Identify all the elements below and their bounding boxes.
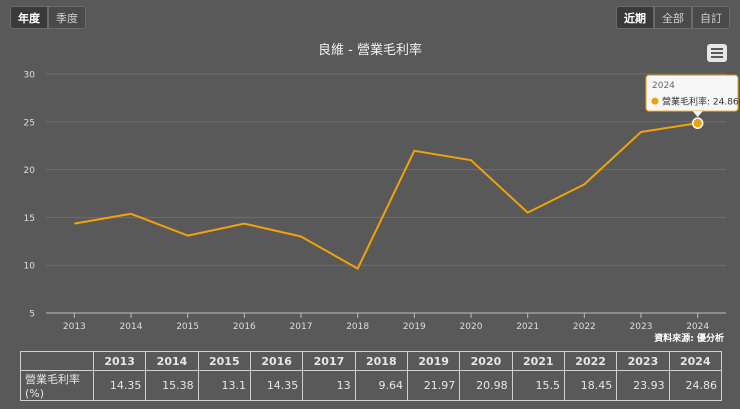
data-point[interactable]: [298, 234, 304, 240]
annual-button[interactable]: 年度: [10, 6, 48, 29]
table-cell: 13.1: [197, 370, 251, 401]
table-header-cell: 2015: [197, 351, 251, 371]
x-tick-label: 2024: [686, 322, 709, 332]
table-header-cell: 2018: [354, 351, 408, 371]
table-cell: 20.98: [459, 370, 513, 401]
source-label: 資料來源: 優分析: [654, 332, 724, 344]
table-header-cell: 2017: [302, 351, 356, 371]
table-cell: 18.45: [563, 370, 618, 401]
table-header-cell: 2016: [249, 351, 304, 371]
period-toggle: 年度 季度: [10, 6, 86, 29]
x-tick-label: 2018: [346, 322, 369, 332]
table-corner-cell: [20, 351, 94, 371]
table-header-cell: 2014: [145, 351, 199, 371]
data-point[interactable]: [185, 233, 191, 239]
table-cell: 14.35: [249, 370, 304, 401]
data-point[interactable]: [525, 210, 531, 216]
tooltip-box: [645, 74, 739, 112]
y-tick-label: 20: [24, 166, 36, 176]
data-point[interactable]: [241, 221, 247, 227]
x-tick-label: 2014: [120, 322, 143, 332]
y-tick-label: 25: [24, 118, 35, 128]
table-row: 營業毛利率(%) 14.35 15.38 13.1 14.35 13 9.64 21.97 2…: [20, 370, 723, 401]
x-tick-label: 2016: [233, 322, 256, 332]
table-header-cell: 2024: [668, 351, 723, 371]
data-table: 2013 2014 2015 2016 2017 2018 2019 2020 2021 2022…: [20, 351, 723, 401]
hamburger-menu-icon[interactable]: [707, 44, 727, 62]
tooltip-pointer: [692, 111, 703, 118]
data-point[interactable]: [411, 148, 417, 154]
table-header-cell: 2022: [563, 351, 618, 371]
x-tick-label: 2015: [176, 322, 199, 332]
tooltip-title: 2024: [652, 81, 675, 91]
x-tick-label: 2023: [630, 322, 653, 332]
x-tick-label: 2022: [573, 322, 596, 332]
y-tick-label: 5: [29, 310, 35, 320]
line-chart: 良維 - 營業毛利率 5 10 15 20 25 30 2013 2014 2015 2016 20…: [24, 42, 740, 344]
x-tick-label: 2013: [63, 322, 86, 332]
table-header-cell: 2020: [459, 351, 513, 371]
quarterly-button[interactable]: 季度: [48, 6, 86, 29]
table-cell: 9.64: [354, 370, 408, 401]
all-button[interactable]: 全部: [654, 6, 692, 29]
x-tick-label: 2020: [460, 322, 483, 332]
table-cell: 15.5: [511, 370, 565, 401]
table-cell: 13: [302, 370, 356, 401]
data-point[interactable]: [581, 181, 587, 187]
custom-button[interactable]: 自訂: [692, 6, 730, 29]
data-point[interactable]: [355, 266, 361, 272]
x-tick-label: 2019: [403, 322, 426, 332]
x-tick-label: 2017: [290, 322, 313, 332]
table-cell: 21.97: [406, 370, 461, 401]
chart-title: 良維 - 營業毛利率: [318, 42, 422, 58]
tooltip-value: 營業毛利率: 24.86(%): [662, 96, 740, 108]
y-tick-label: 10: [24, 262, 36, 272]
data-point[interactable]: [638, 129, 644, 135]
data-point[interactable]: [128, 211, 134, 217]
table-cell: 23.93: [616, 370, 670, 401]
table-header-cell: 2019: [406, 351, 461, 371]
y-tick-label: 15: [24, 214, 35, 224]
y-tick-label: 30: [24, 71, 36, 81]
x-tick-label: 2021: [516, 322, 539, 332]
table-row-label: 營業毛利率(%): [20, 370, 94, 401]
table-header-cell: 2013: [92, 351, 147, 371]
series-line: [74, 122, 698, 270]
table-cell: 14.35: [92, 370, 147, 401]
tooltip-series-marker: [651, 97, 659, 105]
data-point[interactable]: [691, 117, 704, 129]
recent-button[interactable]: 近期: [616, 6, 654, 29]
table-cell: 24.86: [668, 370, 723, 401]
table-header-cell: 2023: [616, 351, 670, 371]
data-point[interactable]: [71, 221, 77, 227]
data-point[interactable]: [468, 157, 474, 163]
table-header-cell: 2021: [511, 351, 565, 371]
table-cell: 15.38: [145, 370, 199, 401]
range-toggle: 近期 全部 自訂: [616, 6, 730, 29]
table-header-row: 2013 2014 2015 2016 2017 2018 2019 2020 2021 2022…: [20, 351, 723, 371]
